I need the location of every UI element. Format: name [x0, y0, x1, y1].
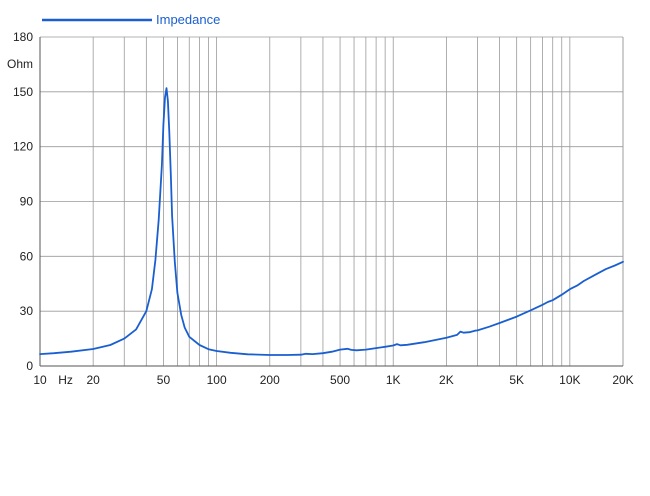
x-tick-label: 5K [509, 373, 524, 387]
x-tick-label: 20 [86, 373, 100, 387]
tick-labels: 10 20 50 100 200 500 1K 2K 5K 10K 20K Hz 0 30 60 90 120 1… [7, 30, 634, 387]
x-tick-label: 10 [33, 373, 47, 387]
x-tick-label: 100 [207, 373, 227, 387]
axes [39, 37, 623, 367]
x-tick-label: 2K [439, 373, 454, 387]
x-axis-label: Hz [58, 373, 73, 387]
y-axis-label: Ohm [7, 57, 33, 71]
y-tick-label: 180 [13, 30, 33, 44]
y-tick-label: 150 [13, 85, 33, 99]
x-tick-label: 200 [260, 373, 280, 387]
x-tick-label: 1K [386, 373, 401, 387]
grid [39, 36, 624, 367]
y-tick-label: 90 [20, 195, 34, 209]
x-tick-label: 500 [330, 373, 350, 387]
x-tick-label: 10K [559, 373, 580, 387]
series-line [39, 87, 624, 356]
y-tick-label: 120 [13, 140, 33, 154]
series [39, 87, 624, 356]
legend: Impedance [42, 12, 220, 27]
legend-label: Impedance [156, 12, 220, 27]
x-tick-label: 50 [157, 373, 171, 387]
y-tick-label: 60 [20, 249, 34, 263]
y-tick-label: 0 [26, 359, 33, 373]
x-tick-label: 20K [612, 373, 633, 387]
y-tick-label: 30 [20, 304, 34, 318]
